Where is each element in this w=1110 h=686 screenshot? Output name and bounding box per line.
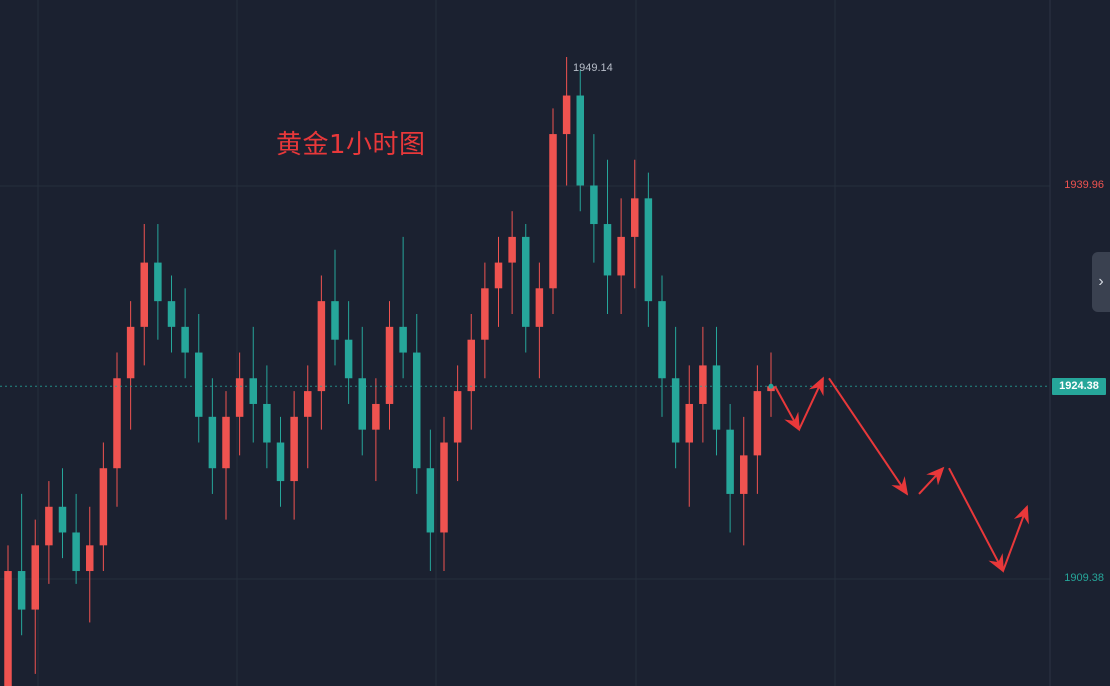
candle-body bbox=[249, 378, 257, 404]
candle-body bbox=[195, 352, 203, 417]
candle-body bbox=[467, 339, 475, 392]
candle-body bbox=[276, 442, 285, 482]
candle-body bbox=[140, 262, 148, 327]
candle-body bbox=[658, 301, 666, 379]
candle-body bbox=[562, 95, 571, 135]
candle-body bbox=[631, 198, 639, 237]
candle-body bbox=[385, 326, 394, 404]
candle-body bbox=[603, 224, 612, 276]
candle-body bbox=[549, 134, 557, 289]
candle-body bbox=[304, 391, 312, 417]
candle-body bbox=[99, 468, 108, 546]
collapse-panel-button[interactable]: › bbox=[1092, 252, 1110, 312]
candle-body bbox=[522, 236, 530, 327]
forecast-arrow bbox=[828, 377, 909, 496]
candle-body bbox=[671, 378, 680, 443]
candle-body bbox=[126, 326, 135, 379]
candle-body bbox=[263, 403, 271, 443]
current-price-label: 1924.38 bbox=[1052, 377, 1106, 395]
candle-body bbox=[753, 391, 762, 456]
forecast-arrow bbox=[1002, 504, 1029, 572]
forecast-arrow bbox=[798, 376, 824, 431]
candle-body bbox=[372, 403, 380, 430]
forecast-arrow bbox=[774, 385, 800, 432]
candle-body bbox=[712, 365, 721, 430]
candle-body bbox=[181, 326, 189, 353]
candle-body bbox=[317, 301, 326, 392]
high-price-marker: 1949.14 bbox=[573, 62, 613, 74]
candle-body bbox=[535, 288, 544, 327]
forecast-arrow bbox=[948, 467, 1004, 573]
candle-body bbox=[426, 468, 435, 533]
candle-body bbox=[699, 365, 707, 404]
candle-body bbox=[290, 416, 298, 482]
candle-body bbox=[4, 571, 12, 686]
candle-body bbox=[86, 545, 94, 572]
candle-body bbox=[235, 378, 244, 417]
candle-body bbox=[222, 416, 230, 469]
candle-body bbox=[453, 391, 462, 443]
candle-body bbox=[413, 352, 421, 469]
candle-body bbox=[344, 339, 353, 379]
y-axis-tick: 1939.96 bbox=[1064, 179, 1104, 191]
candle-body bbox=[31, 545, 39, 610]
chart-annotation-title: 黄金1小时图 bbox=[276, 130, 426, 160]
candle-body bbox=[590, 185, 598, 225]
chevron-right-icon: › bbox=[1098, 273, 1104, 290]
candle-body bbox=[358, 378, 366, 430]
candle-body bbox=[72, 532, 80, 572]
candle-body bbox=[508, 236, 516, 263]
forecast-arrow bbox=[918, 466, 945, 495]
candle-body bbox=[154, 262, 162, 302]
candle-body bbox=[17, 571, 26, 610]
candle-body bbox=[494, 262, 503, 289]
candle-body bbox=[740, 455, 748, 494]
candle-body bbox=[45, 506, 53, 546]
candle-body bbox=[726, 429, 734, 494]
candle-body bbox=[208, 416, 217, 469]
candle-body bbox=[399, 326, 407, 353]
candle-body bbox=[617, 236, 625, 276]
candle-body bbox=[58, 506, 67, 533]
candle-body bbox=[644, 198, 653, 302]
candle-body bbox=[440, 442, 448, 533]
candle-body bbox=[685, 403, 693, 443]
candle-body bbox=[576, 95, 584, 186]
y-axis-tick: 1909.38 bbox=[1064, 572, 1104, 584]
candle-body bbox=[113, 378, 121, 469]
candle-body bbox=[481, 288, 489, 340]
last-price-dot bbox=[768, 383, 774, 389]
candle-body bbox=[167, 301, 176, 327]
candle-body bbox=[331, 301, 339, 340]
